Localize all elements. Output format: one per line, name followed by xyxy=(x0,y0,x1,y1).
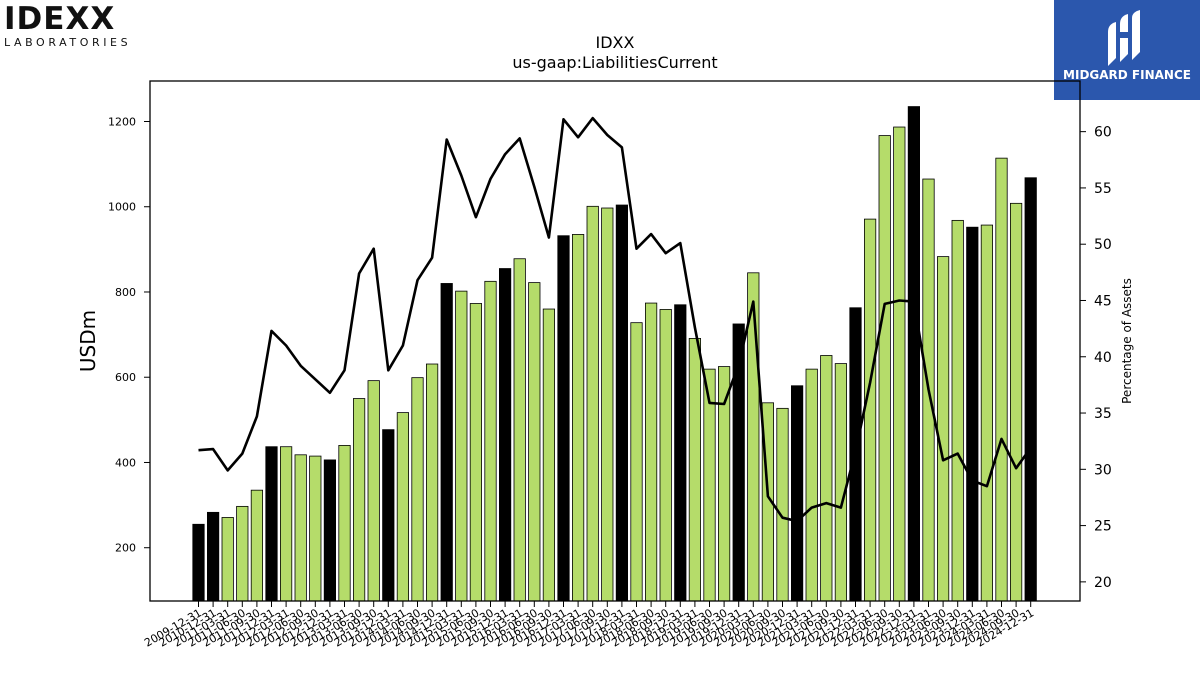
bar-2012-09-30 xyxy=(309,455,322,602)
bar-2022-09-30 xyxy=(893,126,906,602)
right-axis: 20 25 30 35 40 45 50 55 60 xyxy=(1080,125,1112,591)
midgard-finance-logo: MIDGARD FINANCE xyxy=(1054,0,1200,100)
left-axis: 200 400 600 800 1000 1200 xyxy=(108,115,150,555)
bar-2016-06-30 xyxy=(528,282,541,602)
bar-2012-03-31 xyxy=(279,446,293,602)
bar-2010-12-31 xyxy=(206,511,220,602)
bar-2018-06-30 xyxy=(645,302,658,602)
idexx-logo: IDEXX LABORATORIES xyxy=(4,4,154,52)
bar-2009-12-31 xyxy=(192,523,205,602)
bar-2015-09-30 xyxy=(484,280,497,602)
right-tick-label-25: 25 xyxy=(1094,519,1112,535)
bar-2015-12-31 xyxy=(498,268,512,602)
right-tick-label-40: 40 xyxy=(1094,350,1112,366)
bar-2012-12-31 xyxy=(323,459,337,602)
bar-2013-06-30 xyxy=(352,398,366,602)
percent-of-assets-line xyxy=(198,116,1032,523)
plot-frame xyxy=(149,80,1081,602)
bar-2023-06-30 xyxy=(937,256,950,602)
idexx-logo-subtitle: LABORATORIES xyxy=(4,36,132,49)
bar-2022-03-31 xyxy=(864,218,877,602)
bar-2023-12-31 xyxy=(966,226,979,602)
bar-2014-06-30 xyxy=(411,377,424,602)
bar-2016-09-30 xyxy=(542,308,556,602)
bar-2022-12-31 xyxy=(907,106,921,602)
bar-2011-06-30 xyxy=(236,505,249,602)
idexx-logo-brand: IDEXX xyxy=(4,1,116,37)
right-tick-label-55: 55 xyxy=(1094,181,1112,197)
bar-2021-03-31 xyxy=(805,368,818,602)
bar-2022-06-30 xyxy=(878,135,891,602)
chart-title: IDXX xyxy=(596,33,635,52)
bar-2020-09-30 xyxy=(776,407,789,602)
bar-2018-09-30 xyxy=(659,309,672,602)
bar-2024-12-31 xyxy=(1024,177,1037,602)
bar-2012-06-30 xyxy=(294,454,307,602)
left-tick-label-800: 800 xyxy=(115,286,136,299)
bar-2017-03-31 xyxy=(572,234,585,602)
bar-2021-06-30 xyxy=(820,355,833,602)
right-tick-label-45: 45 xyxy=(1094,293,1112,309)
bar-2013-03-31 xyxy=(338,445,351,602)
bar-2017-12-31 xyxy=(615,204,629,602)
bar-2020-12-31 xyxy=(791,385,804,602)
x-axis: 2009-12-312010-12-312011-03-312011-06-30… xyxy=(142,601,1036,650)
bar-2013-12-31 xyxy=(382,429,395,602)
left-axis-label: USDm xyxy=(76,310,100,372)
bar-2021-09-30 xyxy=(834,363,848,602)
bar-2013-09-30 xyxy=(367,380,380,602)
bar-2019-03-31 xyxy=(688,338,702,602)
bar-2024-03-31 xyxy=(980,224,994,602)
right-tick-label-20: 20 xyxy=(1094,575,1112,591)
bar-2018-12-31 xyxy=(674,304,687,602)
right-tick-label-50: 50 xyxy=(1094,237,1112,253)
right-tick-label-35: 35 xyxy=(1094,406,1112,422)
right-tick-label-60: 60 xyxy=(1094,125,1112,141)
bar-2024-09-30 xyxy=(1010,202,1023,602)
right-axis-label: Percentage of Assets xyxy=(1120,278,1134,404)
bar-2014-12-31 xyxy=(440,283,453,602)
bar-2011-03-31 xyxy=(221,517,234,602)
bar-2015-03-31 xyxy=(455,290,468,602)
midgard-mark-icon xyxy=(1108,10,1140,66)
bar-2016-03-31 xyxy=(513,258,526,602)
percent-line-series xyxy=(198,116,1032,523)
left-tick-label-1200: 1200 xyxy=(108,115,136,128)
bar-2023-09-30 xyxy=(951,219,964,602)
bar-series xyxy=(192,106,1037,602)
bar-2018-03-31 xyxy=(630,322,643,602)
bar-2011-12-31 xyxy=(265,446,278,602)
left-tick-label-1000: 1000 xyxy=(108,201,136,214)
bar-2011-09-30 xyxy=(250,489,263,602)
left-tick-label-200: 200 xyxy=(115,542,136,555)
bar-2016-12-31 xyxy=(557,235,570,602)
bar-2015-06-30 xyxy=(469,303,483,602)
bar-2024-06-30 xyxy=(995,157,1008,602)
midgard-logo-name: MIDGARD FINANCE xyxy=(1063,68,1191,82)
chart-subtitle: us-gaap:LiabilitiesCurrent xyxy=(512,53,717,72)
bar-2017-09-30 xyxy=(601,207,614,602)
bar-2014-03-31 xyxy=(396,412,410,602)
bar-2014-09-30 xyxy=(425,363,439,602)
bar-2017-06-30 xyxy=(586,205,599,602)
right-tick-label-30: 30 xyxy=(1094,462,1112,478)
left-tick-label-600: 600 xyxy=(115,371,136,384)
left-tick-label-400: 400 xyxy=(115,456,136,469)
